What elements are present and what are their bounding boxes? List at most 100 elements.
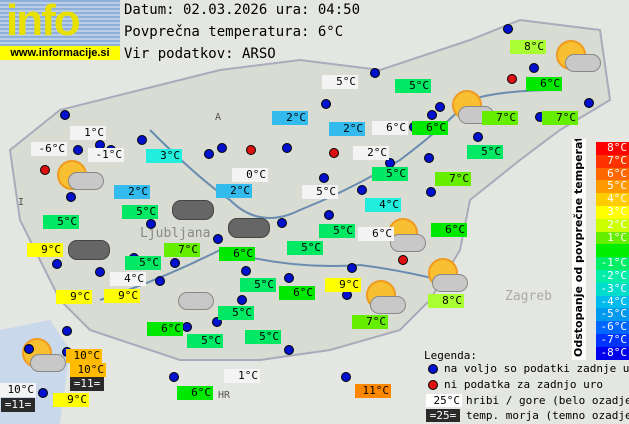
legend-sea: temp. morja (temno ozadje)	[466, 409, 629, 422]
station-temp: 6°C	[279, 286, 315, 300]
scale-step	[596, 244, 629, 258]
cloud-icon	[172, 200, 214, 220]
station-temp: 11°C	[355, 384, 391, 398]
station-dot-available	[341, 372, 351, 382]
station-dot-missing	[507, 74, 517, 84]
station-temp: 5°C	[245, 330, 281, 344]
logo[interactable]: info www.informacije.si	[0, 0, 120, 60]
city-zagreb: Zagreb	[505, 289, 552, 304]
station-dot-available	[503, 24, 513, 34]
date-line: Datum: 02.03.2026 ura: 04:50	[124, 2, 361, 18]
cloud-icon	[178, 292, 214, 310]
station-dot-available	[424, 153, 434, 163]
country-hr: HR	[218, 390, 231, 401]
station-temp: 9°C	[104, 289, 140, 303]
country-i: I	[18, 197, 24, 208]
station-temp: 5°C	[240, 278, 276, 292]
station-temp: 9°C	[53, 393, 89, 407]
station-dot-available	[435, 102, 445, 112]
scale-step: 8°C	[596, 141, 629, 155]
legend-hill-sample: 25°C	[426, 394, 462, 407]
station-dot-available	[73, 145, 83, 155]
legend-title: Legenda:	[424, 349, 477, 362]
station-dot-available	[155, 276, 165, 286]
station-dot-available	[146, 219, 156, 229]
station-temp: 10°C	[66, 349, 102, 363]
station-dot-available	[277, 218, 287, 228]
station-dot-available	[284, 273, 294, 283]
station-temp: 9°C	[27, 243, 63, 257]
station-dot-available	[169, 372, 179, 382]
scale-step: 5°C	[596, 180, 629, 194]
station-temp: -1°C	[88, 148, 124, 162]
red-dot-icon	[428, 380, 438, 390]
station-dot-available	[182, 322, 192, 332]
station-dot-available	[584, 98, 594, 108]
legend-red: ni podatka za zadnjo uro	[444, 378, 603, 391]
country-a: A	[215, 112, 221, 123]
scale-title: Odstopanje od povprečne temperature:	[572, 139, 586, 360]
station-temp: 5°C	[372, 167, 408, 181]
station-dot-available	[370, 68, 380, 78]
station-temp: 5°C	[43, 215, 79, 229]
station-temp: 6°C	[372, 121, 408, 135]
station-dot-missing	[398, 255, 408, 265]
station-temp: 4°C	[110, 272, 146, 286]
sea-temp: =11=	[1, 398, 35, 412]
station-dot-available	[217, 143, 227, 153]
scale-step: 7°C	[596, 154, 629, 168]
scale-step: 6°C	[596, 167, 629, 181]
station-dot-available	[241, 266, 251, 276]
station-temp: 5°C	[395, 79, 431, 93]
station-temp: 2°C	[329, 122, 365, 136]
station-dot-available	[95, 267, 105, 277]
scale-step: -8°C	[596, 346, 629, 360]
station-temp: 8°C	[510, 40, 546, 54]
station-dot-available	[137, 135, 147, 145]
station-temp: 6°C	[526, 77, 562, 91]
station-dot-missing	[329, 148, 339, 158]
station-temp: 10°C	[70, 363, 106, 377]
station-temp: 5°C	[125, 256, 161, 270]
station-temp: 3°C	[146, 149, 182, 163]
station-temp: 5°C	[122, 205, 158, 219]
station-temp: 6°C	[412, 121, 448, 135]
station-temp: 4°C	[365, 198, 401, 212]
scale-step: -1°C	[596, 256, 629, 270]
legend-sea-sample: =25=	[426, 409, 460, 422]
logo-url[interactable]: www.informacije.si	[0, 46, 120, 60]
station-temp: 5°C	[302, 185, 338, 199]
scale-step: -3°C	[596, 282, 629, 296]
scale-step: -4°C	[596, 295, 629, 309]
station-dot-available	[321, 99, 331, 109]
station-temp: 5°C	[287, 241, 323, 255]
station-dot-available	[347, 263, 357, 273]
station-dot-available	[473, 132, 483, 142]
station-temp: 8°C	[428, 294, 464, 308]
station-temp: 5°C	[322, 75, 358, 89]
station-temp: 9°C	[325, 278, 361, 292]
average-temperature: Povprečna temperatura: 6°C	[124, 24, 344, 40]
station-temp: 6°C	[358, 227, 394, 241]
station-dot-available	[170, 258, 180, 268]
station-temp: 10°C	[0, 383, 36, 397]
city-ljubljana: Ljubljana	[140, 226, 210, 241]
sea-temp: =11=	[70, 377, 104, 391]
scale-step: 3°C	[596, 205, 629, 219]
station-temp: 7°C	[435, 172, 471, 186]
station-dot-available	[319, 173, 329, 183]
data-source: Vir podatkov: ARSO	[124, 46, 276, 62]
station-temp: 7°C	[482, 111, 518, 125]
station-dot-available	[24, 344, 34, 354]
station-dot-available	[357, 185, 367, 195]
station-temp: 1°C	[70, 126, 106, 140]
station-dot-available	[62, 326, 72, 336]
station-dot-available	[237, 295, 247, 305]
scale-step: -2°C	[596, 269, 629, 283]
station-temp: 6°C	[219, 247, 255, 261]
cloud-icon	[68, 240, 110, 260]
station-dot-available	[204, 149, 214, 159]
station-temp: 2°C	[114, 185, 150, 199]
station-dot-available	[52, 259, 62, 269]
